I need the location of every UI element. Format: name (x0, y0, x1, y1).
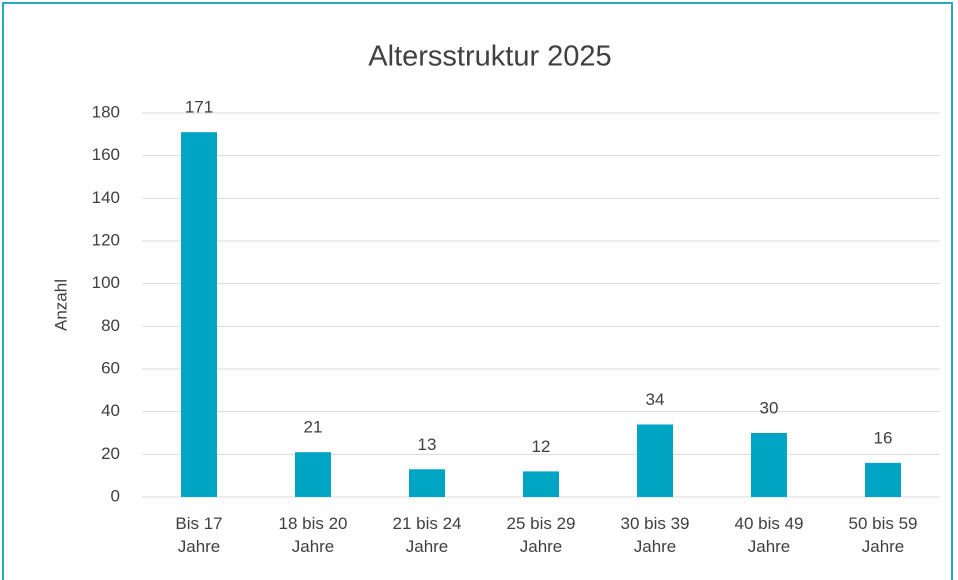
bar (637, 424, 673, 497)
y-tick-label: 120 (92, 230, 120, 249)
bar (409, 469, 445, 497)
x-tick-label: 50 bis 59 Jahre (848, 514, 918, 556)
y-tick-label: 180 (92, 102, 120, 121)
data-label: 13 (418, 435, 437, 454)
data-label: 21 (304, 418, 323, 437)
y-tick-label: 140 (92, 188, 120, 207)
x-tick-label: 21 bis 24 Jahre (392, 514, 462, 556)
y-tick-label: 80 (101, 316, 120, 335)
chart-title: Altersstruktur 2025 (368, 41, 611, 73)
y-axis-label: Anzahl (51, 279, 70, 331)
bar (865, 462, 901, 497)
y-tick-label: 20 (101, 444, 120, 463)
bar (295, 452, 331, 497)
bar (523, 471, 559, 497)
data-label: 171 (185, 98, 213, 117)
data-label: 16 (874, 428, 893, 447)
x-tick-label: 18 bis 20 Jahre (278, 514, 348, 556)
y-tick-label: 160 (92, 145, 120, 164)
data-label: 34 (646, 390, 665, 409)
data-label: 30 (760, 398, 779, 417)
bar (181, 132, 217, 497)
x-tick-label: 40 bis 49 Jahre (734, 514, 804, 556)
y-tick-label: 60 (101, 358, 120, 377)
x-tick-label: 25 bis 29 Jahre (506, 514, 576, 556)
x-tick-label: Bis 17 Jahre (175, 514, 223, 556)
x-tick-label: 30 bis 39 Jahre (620, 514, 690, 556)
data-label: 12 (532, 437, 551, 456)
y-tick-label: 100 (92, 273, 120, 292)
bar (751, 433, 787, 497)
y-tick-label: 40 (101, 401, 120, 420)
y-tick-label: 0 (111, 486, 120, 505)
